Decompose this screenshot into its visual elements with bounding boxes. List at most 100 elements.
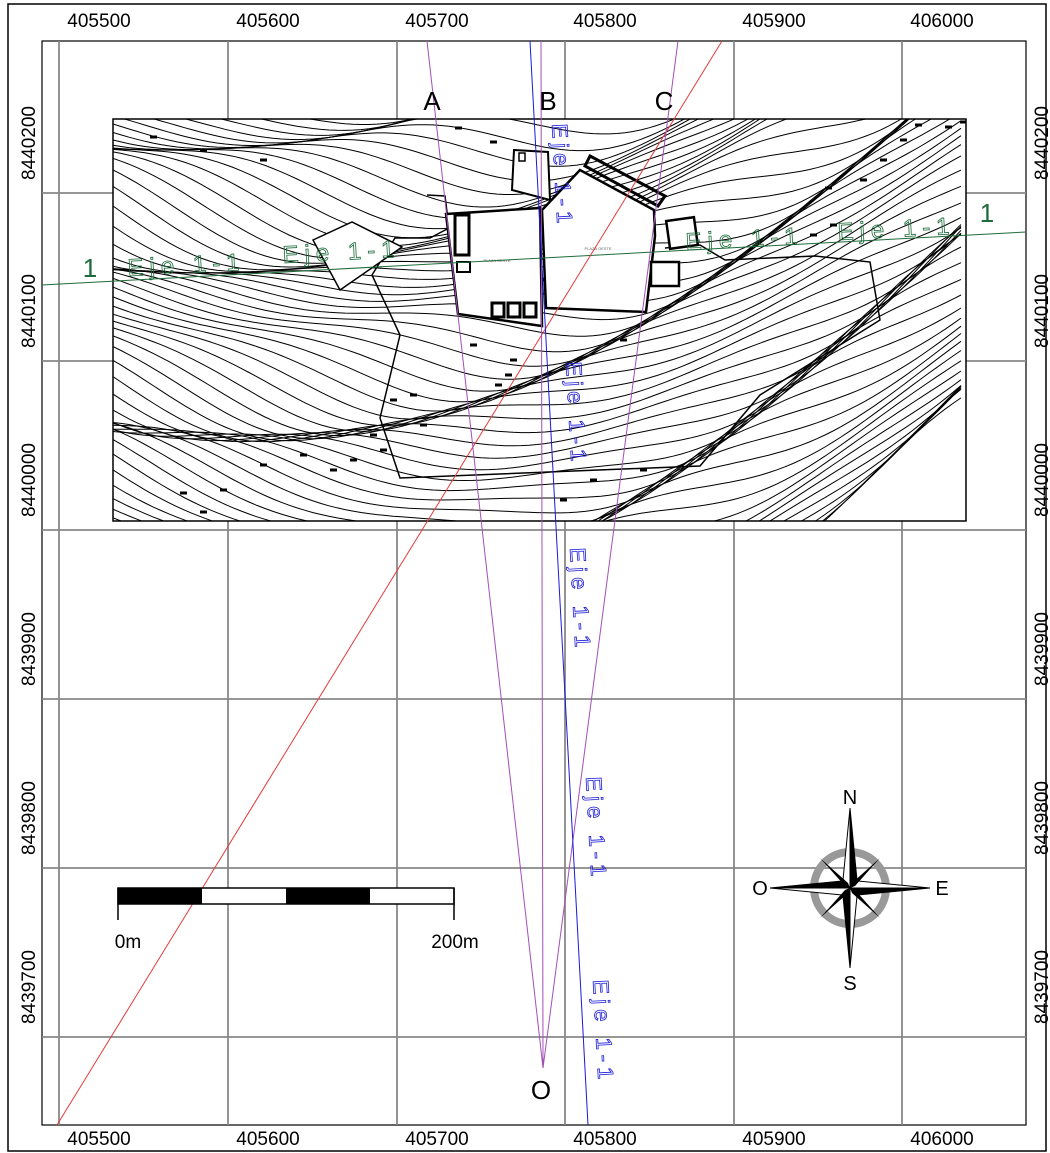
axis-label: Eje 1-1 [282, 236, 401, 269]
easting-label: 405500 [67, 1129, 130, 1150]
northing-label: 8440100 [1032, 274, 1050, 348]
contour-line [113, 119, 749, 219]
contour-line [113, 169, 962, 403]
compass-e-label: E [935, 878, 948, 900]
easting-labels-bottom: 405500 405600 405700 405800 405900 40600… [67, 1129, 973, 1150]
contour-line [113, 135, 962, 367]
outer-frame [7, 3, 1047, 1152]
easting-label: 405700 [405, 1129, 468, 1150]
contour-line [183, 119, 676, 141]
easting-label: 405600 [236, 1129, 299, 1150]
northing-labels-right: 8440200 8440100 8440000 8439900 8439800 … [1032, 106, 1050, 1024]
axis-label: Eje 1-1 [547, 123, 577, 229]
northing-label: 8440000 [19, 443, 40, 517]
section-marker-right: 1 [980, 198, 994, 228]
contour-line [113, 232, 962, 437]
site-boundary [371, 194, 881, 479]
scale-bar: 0m 200m [115, 887, 479, 953]
easting-label: 405800 [573, 11, 636, 32]
contour-line [113, 385, 962, 521]
contour-line [113, 185, 962, 412]
axis-line-1-1: Eje 1-1 Eje 1-1 Eje 1-1 Eje 1-1 Eje 1-1 [529, 40, 619, 1126]
section-rays [426, 40, 679, 1069]
contour-line [113, 120, 962, 337]
contour-line [113, 246, 962, 482]
easting-label: 406000 [910, 11, 973, 32]
easting-label: 405900 [742, 1129, 805, 1150]
compass-s-label: S [843, 973, 856, 995]
section-label-c: C [655, 86, 674, 116]
contour-line [113, 307, 962, 521]
compass-w-label: O [752, 878, 768, 900]
northing-label: 8439800 [1032, 781, 1050, 855]
section-line-1-1: 1 1 Eje 1-1 Eje 1-1 Eje 1-1 Eje 1-1 [41, 198, 1027, 286]
contour-line [113, 216, 962, 427]
inner-frame [41, 40, 1027, 1126]
building-west [444, 206, 544, 328]
contour-line [113, 224, 962, 447]
easting-label: 405900 [742, 11, 805, 32]
northing-label: 8440100 [19, 274, 40, 348]
northing-label: 8439700 [19, 950, 40, 1024]
ray-c [542, 40, 679, 1069]
easting-label: 405600 [236, 11, 299, 32]
axis-label: Eje 1-1 [565, 547, 595, 653]
ray-b [540, 40, 544, 1069]
northing-label: 8439700 [1032, 950, 1050, 1024]
contour-line [113, 144, 962, 380]
easting-labels-top: 405500 405600 405700 405800 405900 40600… [67, 11, 973, 32]
easting-label: 405800 [573, 1129, 636, 1150]
compass-rose: N S E O [752, 787, 948, 995]
contour-line [113, 379, 962, 521]
section-marker-left: 1 [83, 253, 97, 283]
contour-line [219, 119, 414, 136]
contour-line [814, 385, 962, 521]
contour-line [113, 325, 962, 521]
origin-label: O [531, 1075, 551, 1105]
axis-label: Eje 1-1 [685, 223, 804, 256]
contour-line [113, 227, 962, 432]
northing-label: 8440200 [1032, 106, 1050, 180]
contour-line [769, 387, 962, 521]
red-alignment-line [56, 40, 723, 1126]
contour-line [113, 317, 962, 521]
northing-label: 8440000 [1032, 443, 1050, 517]
northing-label: 8439900 [1032, 612, 1050, 686]
contour-line [113, 229, 962, 442]
easting-label: 405700 [405, 11, 468, 32]
contour-line [782, 387, 962, 521]
scale-end-label: 200m [431, 932, 479, 953]
section-label-b: B [539, 86, 556, 116]
easting-label: 405500 [67, 11, 130, 32]
axis-label: Eje 1-1 [561, 361, 591, 467]
contour-line [152, 119, 686, 152]
contour-line [113, 233, 962, 440]
northing-label: 8439800 [19, 781, 40, 855]
site-label: PLAZA OESTE [584, 246, 611, 251]
axis-label: Eje 1-1 [588, 979, 618, 1085]
contour-line [113, 278, 962, 501]
northing-label: 8440200 [19, 106, 40, 180]
axis-label: Eje 1-1 [837, 213, 956, 246]
contour-line [113, 340, 962, 521]
contour-line [113, 119, 736, 208]
northing-label: 8439900 [19, 612, 40, 686]
compass-n-label: N [843, 787, 857, 809]
building-east [540, 168, 657, 314]
site-structures: PLAZA OESTE PLAZA OESTE [444, 148, 700, 328]
contour-line [113, 350, 962, 521]
contour-line [800, 385, 962, 521]
northing-labels-left: 8440200 8440100 8440000 8439900 8439800 … [19, 106, 40, 1024]
west-platform [311, 221, 404, 292]
contour-lines [113, 119, 966, 521]
contour-line [113, 294, 962, 514]
easting-label: 406000 [910, 1129, 973, 1150]
contour-line [113, 127, 962, 353]
section-letters: A B C O [423, 86, 673, 1105]
contour-line [113, 370, 962, 521]
scale-start-label: 0m [115, 932, 141, 953]
contour-line [113, 333, 962, 521]
contour-line [113, 360, 962, 521]
ray-a [426, 40, 544, 1069]
